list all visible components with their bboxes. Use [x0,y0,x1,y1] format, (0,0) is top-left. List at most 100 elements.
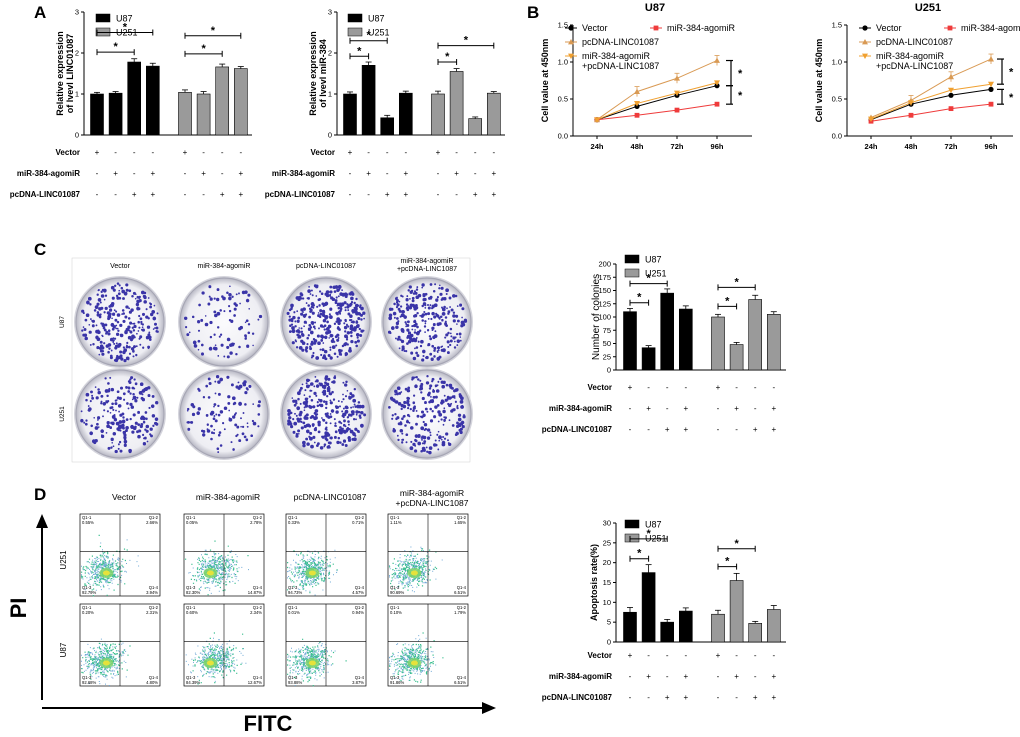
y-axis-label-line1: Relative expression [55,31,65,116]
y-tick-label: 50 [603,339,611,348]
significance-star: * [725,556,730,568]
quadrant-value: 4.57% [352,590,364,595]
colony-header-agomir: miR-384-agomiR [198,263,251,270]
design-sign: + [771,425,776,434]
legend-marker [862,39,868,45]
bar-u87 [343,93,357,136]
pi-axis-label: PI [6,598,31,619]
y-tick-label: 30 [603,519,611,528]
flow-events-dense [389,632,444,683]
design-sign: + [683,425,688,434]
design-sign: - [666,651,669,660]
flow-events-dense [185,540,249,596]
bar-u251 [711,613,725,643]
design-sign: - [151,148,154,157]
design-sign: + [113,169,118,178]
y-tick-label: 25 [603,352,611,361]
design-sign: - [367,190,370,199]
quadrant-name: Q1-2 [457,515,467,520]
design-sign: - [647,693,650,702]
series-marker-0 [948,92,954,98]
y-tick-label: 175 [598,273,611,282]
legend-label-pcdna: pcDNA-LINC01087 [876,37,953,47]
flow-density-peak [308,570,316,576]
flow-header-combo-1: miR-384-agomiR [400,488,464,498]
quadrant-value: 2.31% [146,610,158,615]
y-tick-label: 0.5 [832,95,842,104]
quadrant-value: 92.68% [82,680,96,685]
design-sign: - [717,425,720,434]
design-row-label: miR-384-agomiR [272,169,335,178]
design-sign: - [114,190,117,199]
design-sign: + [150,169,155,178]
design-sign: - [735,425,738,434]
legend-label-agomir: miR-384-agomiR [667,23,736,33]
bar-u251 [748,623,763,643]
quadrant-name: Q1-1 [82,515,92,520]
design-sign: - [404,148,407,157]
quadrant-name: Q1-2 [149,605,159,610]
design-sign: - [735,693,738,702]
legend-marker [653,25,659,31]
significance-star: * [1009,92,1014,104]
design-sign: + [95,148,100,157]
quadrant-value: 92.79% [82,590,96,595]
design-row-label: Vector [311,148,335,157]
quadrant-name: Q1-3 [82,585,92,590]
bar-u87 [398,92,413,136]
series-marker-2 [714,57,720,63]
bar-u251 [431,93,445,136]
flow-header-pcdna: pcDNA-LINC01087 [294,492,367,502]
design-sign: - [684,383,687,392]
flow-events [81,539,140,591]
bar-u87 [660,292,675,371]
flow-events [185,637,247,682]
flow-plot: Q1-10.55% Q1-22.66% Q1-392.79% Q1-43.94% [79,513,161,597]
design-sign: - [474,148,477,157]
flow-density-peak [102,660,110,666]
bar-u251 [766,609,781,643]
bar-u251 [486,92,501,136]
bar-u87 [361,65,376,136]
flow-plot: Q1-10.01% Q1-20.94% Q1-393.88% Q1-43.87% [285,603,367,687]
x-tick-label: 48h [905,142,918,151]
design-sign: - [184,169,187,178]
series-marker-1 [948,106,954,112]
significance-star: * [637,548,642,560]
design-sign: + [628,651,633,660]
design-sign: - [754,404,757,413]
quadrant-value: 0.20% [82,610,94,615]
quadrant-name: Q1-4 [355,585,365,590]
legend-swatch-u251 [624,268,640,278]
legend-marker [862,53,868,59]
design-sign: - [684,651,687,660]
legend-marker [568,39,574,45]
design-sign: + [646,672,651,681]
series-marker-3 [594,117,600,123]
quadrant-value: 6.51% [454,590,466,595]
quadrant-value: 1.65% [454,520,466,525]
quadrant-name: Q1-3 [288,675,298,680]
bar-chart-colonies: 0 25 50 75 100 125 150 175 200 Number of colonies… [591,255,786,375]
x-tick-label: 96h [711,142,724,151]
bar-u87 [641,572,656,643]
design-row-label: pcDNA-LINC01087 [10,190,81,199]
y-tick-label: 0.5 [558,95,568,104]
significance-star: * [734,538,739,550]
series-marker-1 [634,112,640,118]
chart-title: U251 [915,2,941,14]
design-sign: + [734,404,739,413]
flow-plot: Q1-11.11% Q1-21.65% Q1-390.69% Q1-46.51% [387,513,469,597]
design-sign: + [646,404,651,413]
y-tick-label: 1.0 [832,58,842,67]
design-sign: + [683,693,688,702]
quadrant-value: 3.94% [146,590,158,595]
legend-marker [568,25,574,31]
bar-u87 [641,347,656,371]
quadrant-name: Q1-3 [390,585,400,590]
y-axis-label: Cell value at 450nm [540,39,550,123]
series-marker-3 [948,87,954,94]
significance-star: * [201,43,206,55]
bar-u87 [127,61,141,136]
y-tick-label: 1.5 [558,21,568,30]
